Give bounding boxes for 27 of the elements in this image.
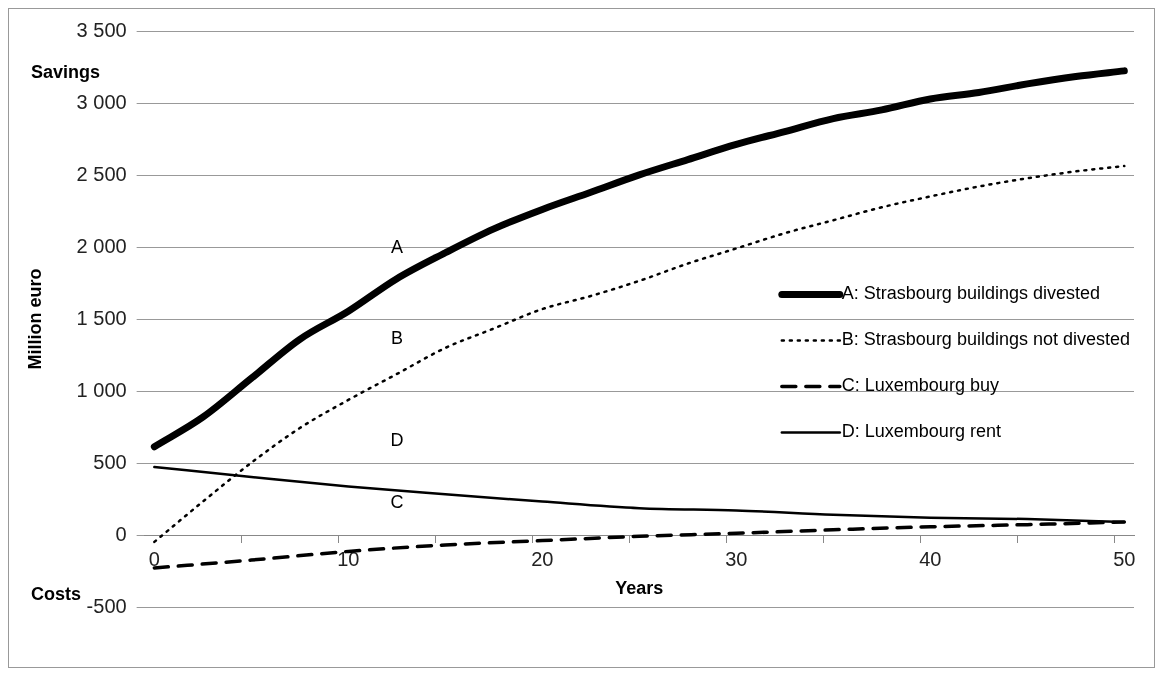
y-tick-label: 1 500 (76, 306, 127, 329)
y-tick-label: 2 500 (76, 162, 127, 185)
x-tick-label: 40 (919, 547, 942, 570)
y-tick-label: -500 (86, 594, 127, 617)
text: Savings (31, 61, 101, 82)
annotation: D (390, 430, 404, 451)
x-tick-label: 30 (725, 547, 748, 570)
y-tick-label: 3 000 (76, 90, 127, 113)
x-tick-label: 10 (337, 547, 360, 570)
annotation: B (390, 327, 403, 348)
y-axis-title: Million euro (24, 268, 45, 370)
legend-label: D: Luxembourg rent (841, 421, 1001, 442)
x-tick-label: 50 (1113, 547, 1136, 570)
y-tick-label: 1 000 (76, 378, 127, 401)
annotation: A (390, 236, 403, 257)
x-axis-title: Years (615, 577, 664, 598)
y-tick-label: 0 (115, 522, 127, 545)
x-tick-label: 20 (531, 547, 554, 570)
y-tick-label: 3 500 (76, 18, 127, 41)
annotation: C (390, 492, 404, 513)
x-tick-label: 0 (148, 547, 160, 570)
legend-label: C: Luxembourg buy (841, 375, 999, 396)
y-tick-label: 2 000 (76, 234, 127, 257)
text: Costs (31, 583, 82, 604)
y-tick-label: 500 (93, 450, 127, 473)
legend-label: A: Strasbourg buildings divested (841, 283, 1100, 304)
legend-label: B: Strasbourg buildings not divested (841, 329, 1131, 350)
